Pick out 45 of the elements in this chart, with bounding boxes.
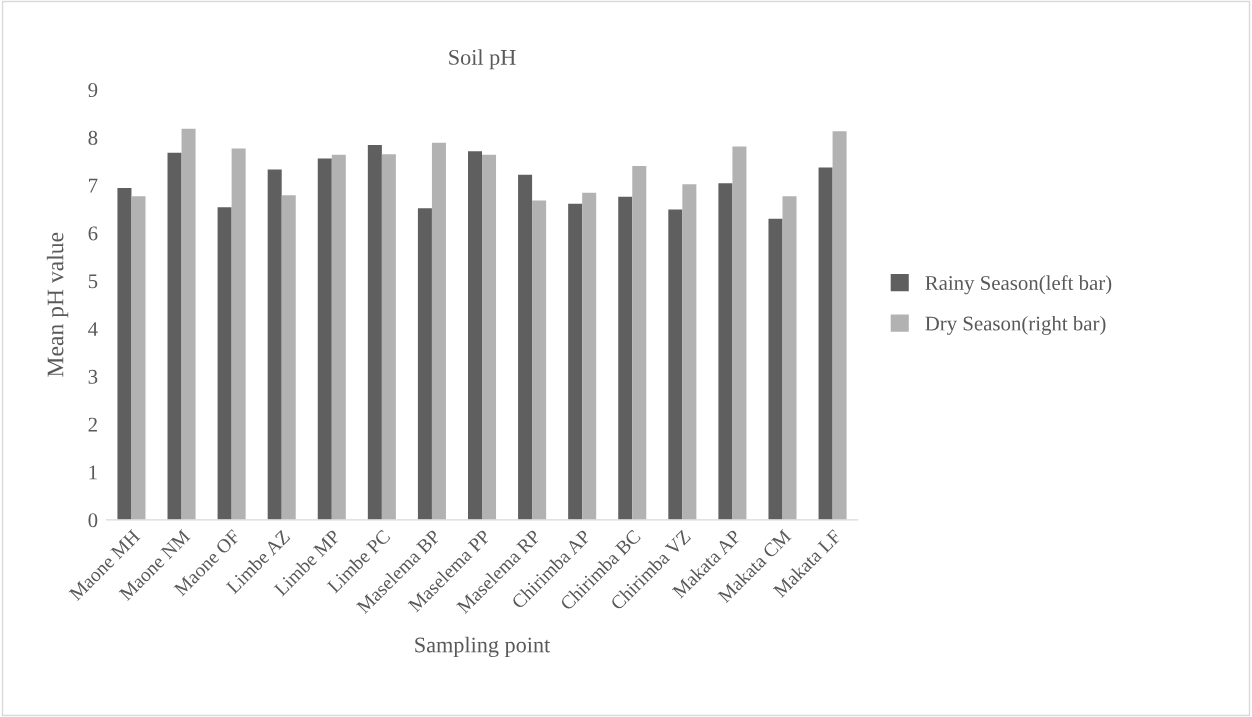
y-tick-label: 8 [88,130,98,145]
y-tick-label: 0 [88,513,98,528]
bar [217,207,232,520]
legend-label: Rainy Season(left bar) [925,275,1112,295]
bar [167,152,182,520]
y-tick-label: 7 [89,178,98,193]
bar [518,174,533,520]
y-tick-label: 5 [88,274,98,289]
bar [267,169,282,520]
bar [181,128,196,520]
bar [381,154,396,520]
chart-title: Soil pH [449,49,516,70]
y-tick-label: 9 [88,83,98,98]
bar [568,203,583,520]
y-tick-label: 2 [88,417,97,432]
bar [231,148,246,520]
bar [117,188,132,520]
bar [532,200,547,520]
x-axis-title: Sampling point [415,636,551,658]
bar [317,158,332,520]
bar [732,146,747,520]
bar [682,184,697,520]
y-axis-title: Mean pH value [46,232,69,377]
bar [468,151,483,520]
bar [718,183,733,520]
bar [482,154,497,520]
bar [832,131,847,520]
legend-label: Dry Season(right bar) [925,315,1106,335]
bar [431,142,446,520]
y-tick-label: 4 [88,322,98,336]
y-tick-label: 3 [88,369,98,384]
y-tick-label: 1 [89,465,97,480]
bar [782,196,797,520]
bar [582,192,597,520]
bar [818,167,833,520]
bar [131,196,146,520]
bar [768,218,783,520]
bar [668,209,683,520]
bar [331,154,346,520]
bar [281,195,296,520]
bar [417,208,432,520]
bar [632,166,647,520]
bar [618,196,633,520]
y-tick-label: 6 [88,226,98,241]
bar [367,145,382,520]
